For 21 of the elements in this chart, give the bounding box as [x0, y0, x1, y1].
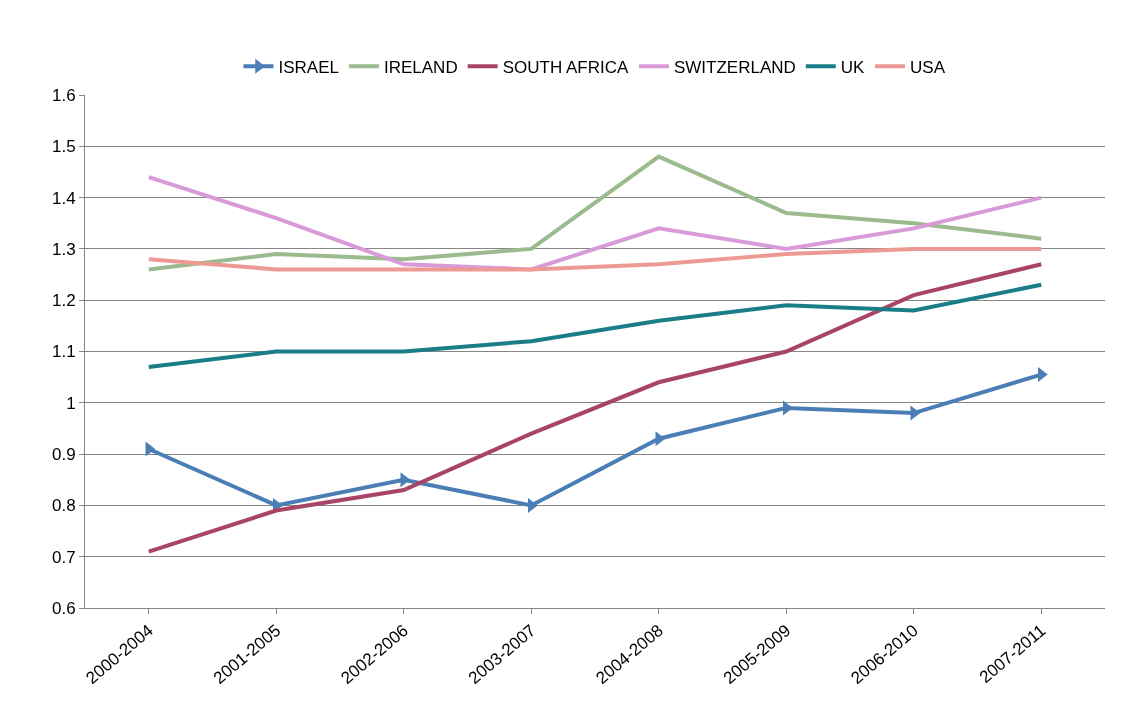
legend-label: UK	[840, 57, 866, 77]
line-series	[146, 246, 1044, 272]
line-series	[146, 154, 1044, 272]
y-tick-label: 0.8	[51, 496, 76, 516]
legend-label: ISRAEL	[278, 57, 339, 77]
legend-label: SOUTH AFRICA	[502, 57, 629, 77]
legend-label: SWITZERLAND	[673, 57, 796, 77]
y-tick-label: 1.6	[51, 85, 76, 105]
y-tick-label: 1.2	[51, 291, 76, 311]
y-tick-label: 1.5	[51, 137, 76, 157]
line-series	[146, 262, 1044, 554]
legend-label: USA	[910, 57, 946, 77]
line-series	[146, 282, 1044, 369]
y-tick-label: 0.9	[51, 445, 76, 465]
y-tick-label: 1	[66, 393, 76, 413]
y-tick-label: 1.1	[51, 342, 76, 362]
legend-label: IRELAND	[383, 57, 458, 77]
y-tick-label: 0.7	[51, 547, 76, 567]
y-tick-label: 1.3	[51, 239, 76, 259]
y-tick-label: 1.4	[51, 188, 76, 208]
y-tick-label: 0.6	[51, 598, 76, 618]
